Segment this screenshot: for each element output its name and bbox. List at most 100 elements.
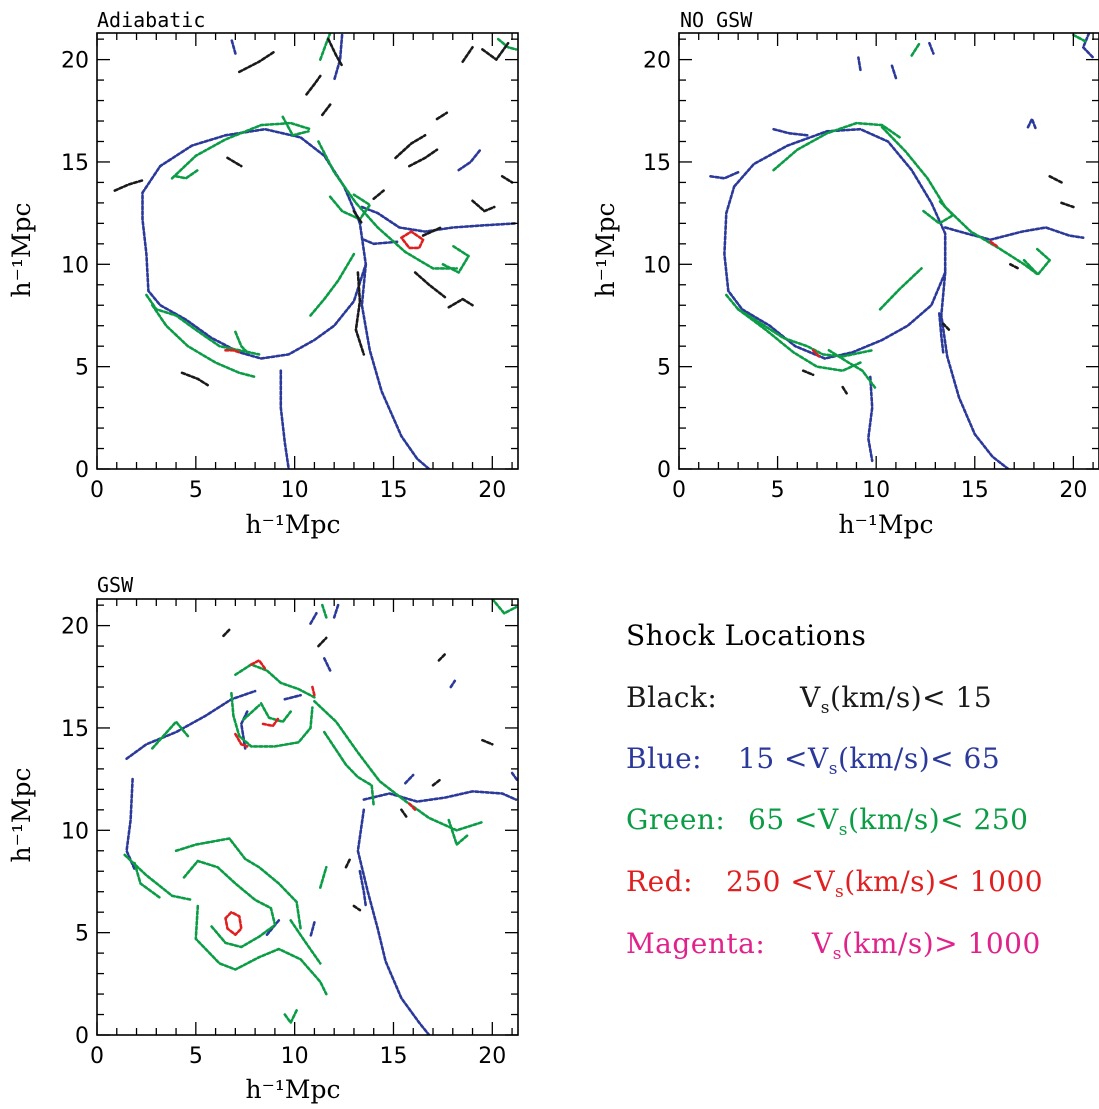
- shock-path: [309, 612, 318, 625]
- legend-entry-sub: s: [833, 944, 842, 964]
- shock-path: [358, 869, 368, 908]
- shock-path: [910, 41, 921, 57]
- y-tick-label: 10: [61, 819, 89, 844]
- shock-path: [125, 689, 257, 760]
- legend-entry-var: V: [813, 865, 835, 898]
- shock-path: [313, 700, 484, 832]
- shock-path: [309, 921, 316, 938]
- shock-path: [151, 303, 257, 379]
- y-tick-label: 20: [643, 49, 671, 74]
- x-tick-label: 10: [862, 478, 890, 503]
- x-tick-label: 15: [961, 478, 989, 503]
- shock-path: [723, 127, 947, 360]
- shock-path: [362, 238, 399, 246]
- y-tick-label: 15: [61, 717, 89, 742]
- shock-path: [941, 322, 951, 332]
- legend-entry-label: Black:: [626, 681, 717, 714]
- legend-entry-low: 250 <: [726, 865, 814, 898]
- shock-data: [123, 599, 518, 1035]
- shock-path: [224, 910, 243, 936]
- y-tick-label: 20: [61, 615, 89, 640]
- x-axis-label: h⁻¹Mpc: [246, 510, 341, 539]
- y-tick-label: 5: [657, 356, 671, 381]
- shock-path: [437, 653, 447, 662]
- shock-path: [344, 857, 352, 869]
- shock-path: [317, 636, 328, 648]
- shock-path: [1022, 246, 1051, 276]
- shock-path: [413, 271, 447, 299]
- shock-path: [321, 603, 328, 619]
- shock-path: [327, 37, 344, 68]
- x-tick-label: 5: [771, 478, 785, 503]
- shock-path: [989, 240, 998, 248]
- shock-path: [151, 720, 190, 750]
- shock-path: [943, 226, 1085, 241]
- legend-heading: Shock Locations: [626, 619, 866, 652]
- shock-path: [321, 103, 332, 117]
- axis-ticks: [678, 33, 1099, 470]
- legend-entry-sub: s: [835, 882, 844, 902]
- shock-path: [123, 853, 194, 902]
- shock-path: [354, 271, 366, 356]
- axis-ticks: [96, 33, 518, 470]
- shock-path: [940, 271, 1010, 469]
- shock-path: [319, 865, 328, 889]
- y-tick-label: 10: [61, 253, 89, 278]
- legend-entry-low: 65 <: [748, 803, 818, 836]
- x-tick-label: 5: [189, 478, 203, 503]
- shock-path: [461, 46, 474, 63]
- shock-path: [441, 244, 470, 274]
- shock-path: [234, 330, 249, 354]
- shock-path: [801, 369, 815, 377]
- legend-entry-red: Red: 250 <Vs(km/s)< 1000: [626, 865, 1043, 902]
- panel-gsw: GSW h⁻¹Mpc h⁻¹Mpc 0 5 10 15 20 0 5 10 15 20: [7, 573, 519, 1104]
- shock-path: [234, 663, 316, 699]
- legend: Shock Locations Black: Vs(km/s)< 15 Blue…: [626, 619, 1043, 964]
- shock-path: [772, 121, 902, 172]
- panel-no-gsw: NO GSW h⁻¹Mpc h⁻¹Mpc 0 5 10 15 20 0 5 10 15 20: [591, 8, 1099, 539]
- legend-entry-sub: s: [839, 820, 848, 840]
- shock-path: [457, 148, 482, 172]
- shock-path: [408, 802, 417, 812]
- shock-path: [352, 904, 362, 912]
- shock-path: [249, 659, 267, 670]
- shock-path: [447, 818, 470, 846]
- legend-entry-var: V: [799, 681, 821, 714]
- y-tick-label: 0: [657, 458, 671, 483]
- shock-path: [174, 168, 200, 180]
- x-tick-label: 5: [189, 1044, 203, 1069]
- shock-path: [261, 716, 281, 728]
- legend-entry-var: V: [817, 803, 839, 836]
- legend-entry-rest: (km/s)< 250: [848, 803, 1028, 836]
- shock-path: [481, 41, 510, 61]
- shock-path: [283, 1009, 298, 1024]
- shock-path: [938, 312, 945, 354]
- shock-path: [323, 657, 332, 672]
- legend-entry-rest: (km/s)> 1000: [842, 927, 1041, 960]
- shock-path: [332, 33, 344, 82]
- y-tick-label: 0: [75, 1024, 89, 1049]
- shock-path: [141, 127, 368, 360]
- shock-path: [471, 199, 496, 213]
- x-axis-label: h⁻¹Mpc: [839, 510, 934, 539]
- axis-ticks: [96, 599, 518, 1036]
- shock-path: [180, 371, 209, 387]
- shock-path: [174, 837, 302, 930]
- shock-path: [928, 41, 935, 55]
- shock-path: [281, 115, 310, 137]
- y-tick-label: 20: [61, 49, 89, 74]
- y-axis-label: h⁻¹Mpc: [591, 203, 620, 298]
- shock-path: [356, 808, 431, 1035]
- shock-path: [435, 111, 449, 121]
- shock-path: [125, 777, 136, 871]
- shock-path: [238, 50, 277, 74]
- shock-path: [311, 685, 316, 697]
- shock-path: [182, 859, 277, 926]
- shock-path: [283, 693, 302, 701]
- x-tick-label: 20: [478, 1044, 506, 1069]
- shock-path: [922, 199, 955, 225]
- shock-path: [841, 385, 848, 395]
- shock-path: [510, 771, 518, 783]
- shock-path: [857, 56, 862, 72]
- legend-entry-var: V: [807, 742, 829, 775]
